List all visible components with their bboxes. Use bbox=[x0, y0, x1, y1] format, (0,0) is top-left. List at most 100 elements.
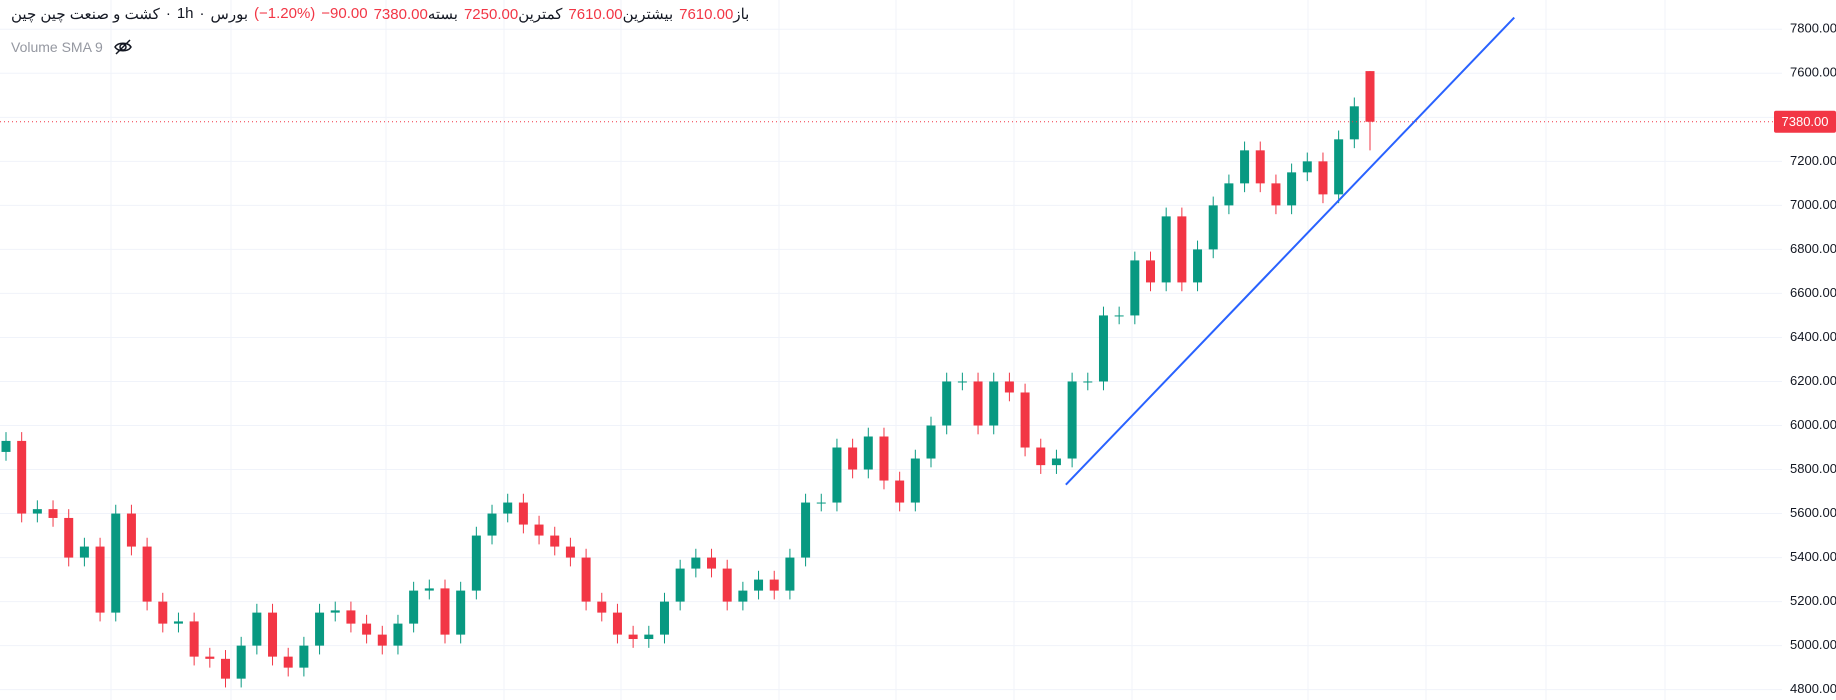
candle-body bbox=[95, 546, 105, 613]
candle-body bbox=[377, 634, 387, 646]
candle-body bbox=[1020, 392, 1030, 448]
candle-body bbox=[801, 502, 811, 558]
candle-body bbox=[205, 656, 215, 659]
candle-body bbox=[1224, 183, 1234, 206]
y-tick-label: 7800.00 bbox=[1790, 21, 1836, 36]
candle-body bbox=[1004, 381, 1014, 393]
candle-body bbox=[126, 513, 136, 547]
candle-body bbox=[220, 658, 230, 679]
candle-body bbox=[550, 535, 560, 547]
y-tick-label: 6400.00 bbox=[1790, 329, 1836, 344]
last-price-label: 7380.00 bbox=[1782, 114, 1829, 129]
candle-body bbox=[64, 517, 74, 558]
last-price-box bbox=[1774, 110, 1836, 133]
hidden-icon[interactable] bbox=[113, 37, 133, 57]
y-tick-label: 4800.00 bbox=[1790, 681, 1836, 696]
candle-body bbox=[769, 579, 779, 591]
ohlc-value: 7610.00 bbox=[679, 6, 734, 23]
candle-body bbox=[1146, 260, 1156, 283]
ohlc-label: بسته bbox=[427, 6, 458, 23]
ohlc-label: بیشترین bbox=[622, 6, 674, 23]
interval[interactable]: 1h bbox=[176, 5, 194, 22]
candle-body bbox=[707, 557, 717, 569]
candle-body bbox=[393, 623, 403, 646]
candle-body bbox=[424, 588, 434, 591]
y-tick-label: 5600.00 bbox=[1790, 505, 1836, 520]
candle-body bbox=[158, 601, 168, 624]
candle-body bbox=[236, 645, 246, 679]
candle-body bbox=[738, 590, 748, 602]
y-tick-label: 5000.00 bbox=[1790, 637, 1836, 652]
candle-body bbox=[957, 381, 967, 383]
candle-body bbox=[299, 645, 309, 668]
symbol: کشت و صنعت چین چین bbox=[11, 6, 160, 23]
change: −90.00 bbox=[321, 5, 368, 22]
exchange: بورس bbox=[210, 6, 248, 23]
candle-body bbox=[17, 440, 27, 514]
candle-body bbox=[910, 458, 920, 503]
legend-header: کشت و صنعت چین چین · 1h · بورس (−1.20%) … bbox=[11, 5, 749, 23]
candle-body bbox=[1051, 458, 1061, 466]
candle-body bbox=[1098, 315, 1108, 382]
candle-body bbox=[1334, 139, 1344, 195]
ohlc-value: 7380.00 bbox=[373, 6, 428, 23]
candle-body bbox=[581, 557, 591, 602]
y-tick-label: 6000.00 bbox=[1790, 417, 1836, 432]
candle-body bbox=[754, 579, 764, 591]
candle-body bbox=[597, 601, 607, 613]
candle-body bbox=[1287, 172, 1297, 206]
candle-body bbox=[691, 557, 701, 569]
candle-body bbox=[926, 425, 936, 459]
candle-body bbox=[111, 513, 121, 613]
candle-body bbox=[503, 502, 513, 514]
candle-body bbox=[189, 621, 199, 657]
y-tick-label: 7000.00 bbox=[1790, 197, 1836, 212]
candle-body bbox=[879, 436, 889, 481]
candle-body bbox=[1240, 150, 1250, 184]
candle-body bbox=[565, 546, 575, 558]
candle-body bbox=[330, 610, 340, 613]
candle-body bbox=[1302, 161, 1312, 173]
candle-body bbox=[1255, 150, 1265, 184]
y-tick-label: 7600.00 bbox=[1790, 65, 1836, 80]
candle-body bbox=[1036, 447, 1046, 466]
change-pct: (−1.20%) bbox=[254, 5, 316, 22]
candle-body bbox=[1177, 216, 1187, 283]
ohlc-item: 7610.00بیشترین bbox=[568, 5, 673, 23]
candle-body bbox=[142, 546, 152, 602]
candle-body bbox=[675, 568, 685, 602]
candle-body bbox=[456, 590, 466, 635]
candle-body bbox=[487, 513, 497, 536]
ohlc-item: 7610.00باز bbox=[679, 5, 749, 23]
candle-body bbox=[863, 436, 873, 470]
candle-body bbox=[283, 656, 293, 668]
sep: · bbox=[165, 5, 171, 22]
candle-body bbox=[1067, 381, 1077, 459]
candle-body bbox=[268, 612, 278, 657]
ohlc-label: باز bbox=[733, 6, 750, 23]
candle-body bbox=[534, 524, 544, 536]
candle-body bbox=[1, 440, 11, 452]
candle-body bbox=[252, 612, 262, 646]
candle-body bbox=[1208, 205, 1218, 250]
y-tick-label: 5200.00 bbox=[1790, 593, 1836, 608]
candle-body bbox=[471, 535, 481, 591]
y-tick-label: 6600.00 bbox=[1790, 285, 1836, 300]
y-tick-label: 5800.00 bbox=[1790, 461, 1836, 476]
candle-body bbox=[659, 601, 669, 635]
candle-body bbox=[1130, 260, 1140, 316]
candle-body bbox=[848, 447, 858, 470]
candle-body bbox=[1083, 381, 1093, 383]
y-tick-label: 6200.00 bbox=[1790, 373, 1836, 388]
ohlc-item: 7380.00بسته bbox=[374, 5, 458, 23]
candle-body bbox=[973, 381, 983, 426]
candle-body bbox=[440, 588, 450, 635]
candle-body bbox=[173, 621, 183, 624]
candle-body bbox=[79, 546, 89, 558]
candle-body bbox=[1193, 249, 1203, 283]
candle-body bbox=[816, 502, 826, 504]
candle-body bbox=[362, 623, 372, 635]
ohlc-item: 7250.00کمترین bbox=[464, 5, 562, 23]
candle-body bbox=[1114, 315, 1124, 317]
